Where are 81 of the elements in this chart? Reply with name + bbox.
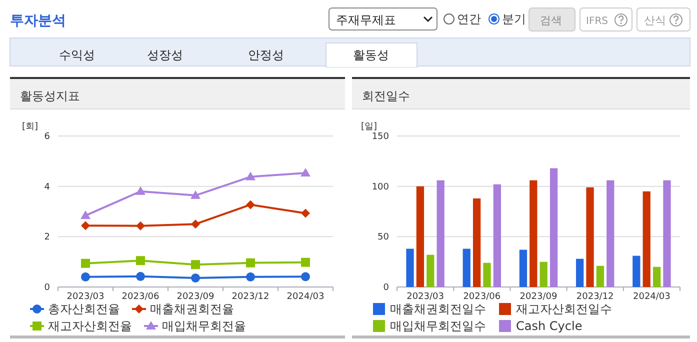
text: 분기 bbox=[502, 12, 526, 26]
x-tick-label: 2023/12 bbox=[576, 292, 614, 302]
point bbox=[301, 258, 310, 267]
bar bbox=[652, 266, 661, 287]
point bbox=[136, 186, 146, 195]
y-tick-label: 100 bbox=[372, 182, 390, 192]
y-tick-label: 0 bbox=[44, 283, 50, 293]
bar bbox=[416, 186, 424, 287]
bar bbox=[426, 254, 434, 287]
bar bbox=[462, 248, 470, 287]
bar bbox=[606, 180, 614, 287]
legend-label: 재고자산회전율 bbox=[48, 319, 132, 333]
text: 활동성 bbox=[353, 48, 389, 62]
text: 수익성 bbox=[59, 48, 95, 62]
x-tick-label: 2023/09 bbox=[176, 292, 214, 302]
legend-label: 재고자산회전일수 bbox=[516, 302, 612, 316]
point bbox=[136, 256, 145, 266]
text: 안정성 bbox=[248, 48, 284, 62]
point bbox=[81, 221, 90, 230]
point bbox=[191, 260, 200, 270]
point bbox=[190, 190, 200, 199]
text: 검색 bbox=[540, 14, 562, 27]
bar bbox=[642, 191, 650, 287]
text: 성장성 bbox=[147, 48, 183, 62]
bar bbox=[519, 250, 528, 287]
chart-title: 활동성지표 bbox=[20, 89, 80, 103]
point bbox=[136, 272, 145, 281]
legend-label: 매출채권회전율 bbox=[150, 302, 234, 316]
x-tick-label: 2023/09 bbox=[520, 292, 558, 302]
point bbox=[81, 258, 90, 268]
y-tick-label: 0 bbox=[383, 283, 390, 293]
legend-label: 매입채무회전일수 bbox=[390, 319, 486, 333]
point bbox=[191, 220, 200, 229]
point bbox=[301, 272, 310, 282]
x-tick-label: 2023/06 bbox=[463, 292, 501, 302]
bar bbox=[406, 248, 414, 287]
title: 투자분석 bbox=[10, 13, 66, 29]
point bbox=[301, 208, 310, 218]
bar bbox=[550, 168, 558, 287]
y-axis-title: [일] bbox=[361, 122, 378, 132]
y-axis-title: [회] bbox=[22, 122, 38, 132]
x-tick-label: 2023/06 bbox=[122, 292, 160, 302]
text: 연간 bbox=[457, 12, 481, 26]
legend-label: 총자산회전율 bbox=[48, 302, 120, 316]
bar bbox=[493, 184, 502, 287]
y-tick-label: 4 bbox=[44, 182, 50, 192]
y-tick-label: 50 bbox=[378, 232, 390, 243]
bar bbox=[596, 266, 604, 287]
x-tick-label: 2023/12 bbox=[232, 292, 270, 302]
bar bbox=[576, 258, 584, 287]
chart-title: 회전일수 bbox=[362, 89, 410, 103]
point bbox=[136, 221, 145, 230]
bar bbox=[586, 187, 594, 287]
y-tick-label: 2 bbox=[44, 232, 50, 243]
point bbox=[246, 258, 255, 268]
x-tick-label: 2024/03 bbox=[633, 292, 670, 302]
text: 주재무제표 bbox=[336, 13, 396, 27]
point bbox=[81, 272, 90, 282]
y-tick-label: 6 bbox=[44, 132, 50, 142]
text: IFRS bbox=[586, 16, 608, 27]
bar bbox=[483, 262, 491, 287]
bar bbox=[472, 198, 481, 287]
bar bbox=[663, 180, 671, 287]
x-tick-label: 2023/03 bbox=[406, 292, 444, 302]
y-tick-label: 150 bbox=[372, 132, 390, 142]
point bbox=[246, 172, 256, 180]
point bbox=[191, 273, 200, 282]
bar bbox=[436, 180, 444, 287]
text: 산식 bbox=[644, 14, 666, 27]
x-tick-label: 2024/03 bbox=[286, 292, 324, 302]
point bbox=[246, 272, 255, 282]
bar bbox=[632, 256, 640, 287]
point bbox=[300, 168, 310, 176]
point bbox=[246, 200, 255, 210]
bar bbox=[530, 180, 538, 287]
bar bbox=[540, 262, 548, 287]
legend-label: 매입채무회전율 bbox=[162, 319, 246, 333]
x-tick-label: 2023/03 bbox=[66, 292, 104, 302]
legend-label: 매출채권회전일수 bbox=[390, 302, 486, 316]
legend-label: Cash Cycle bbox=[516, 319, 582, 333]
point bbox=[80, 210, 90, 220]
